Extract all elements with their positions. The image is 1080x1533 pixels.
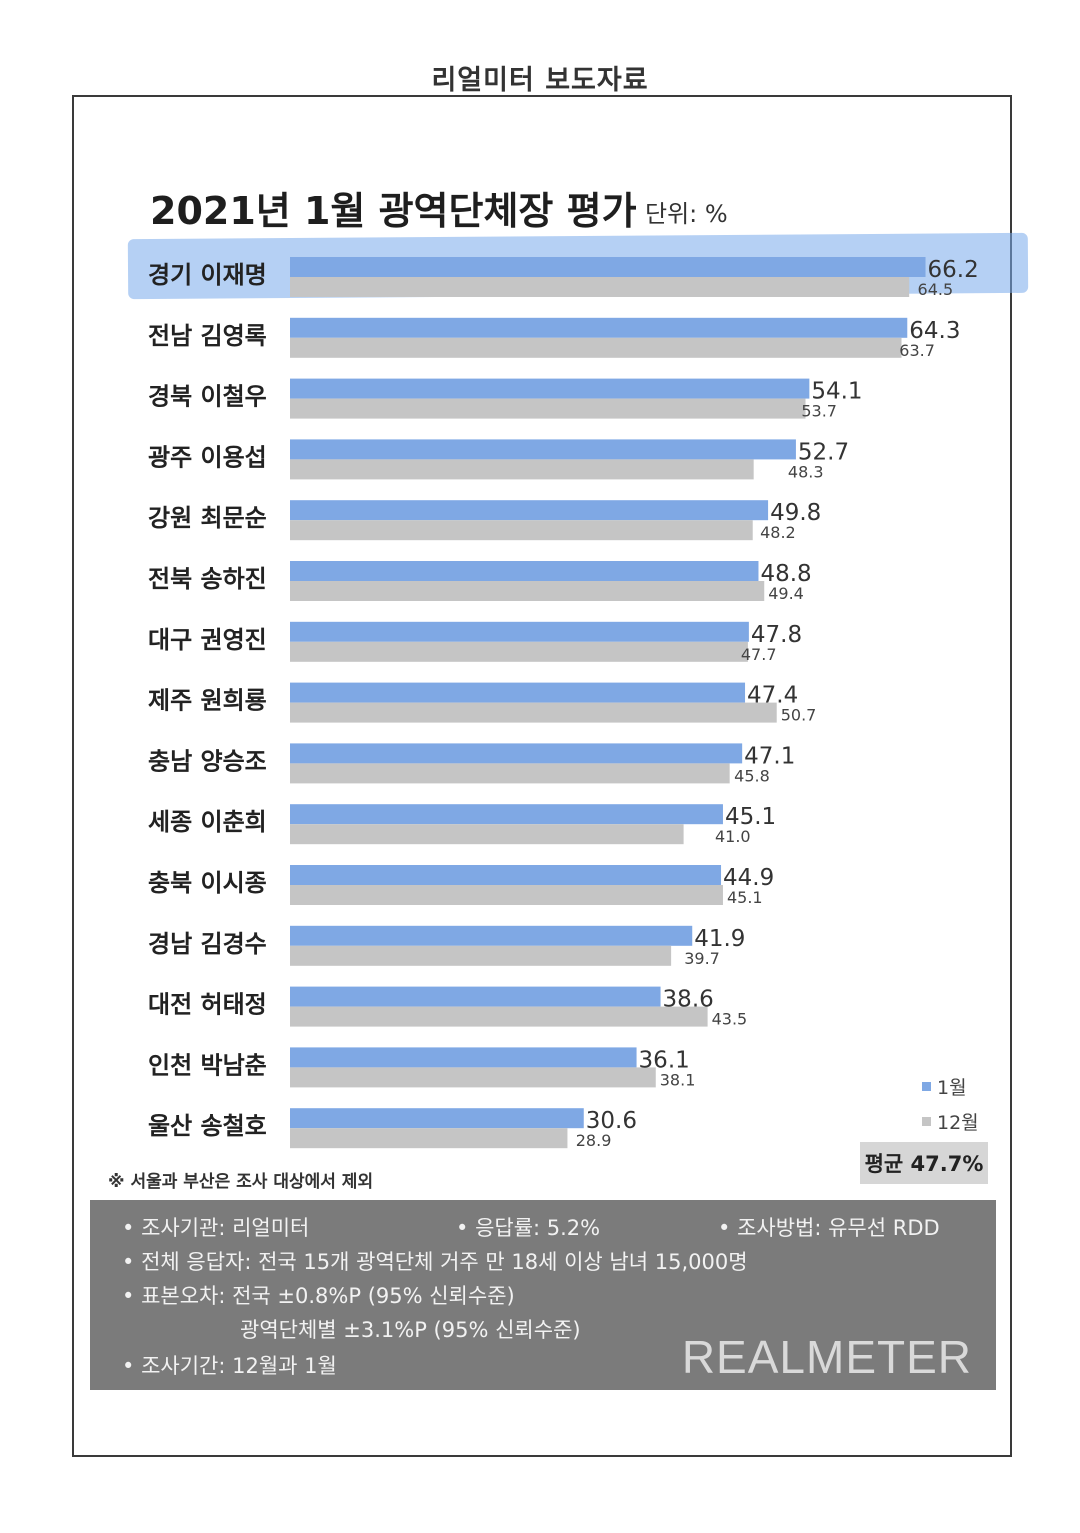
value-label-jan: 47.4 <box>747 683 798 709</box>
category-label: 대구 권영진 <box>148 626 267 654</box>
value-label-dec: 63.7 <box>899 341 935 360</box>
survey-period: 조사기간: 12월과 1월 <box>122 1350 337 1380</box>
value-label-jan: 52.7 <box>798 439 849 465</box>
bar-dec <box>290 277 910 297</box>
legend-item-dec: 12월 <box>922 1108 979 1135</box>
value-label-jan: 44.9 <box>723 865 774 891</box>
value-label-dec: 48.2 <box>760 523 796 542</box>
value-label-jan: 41.9 <box>694 926 745 952</box>
bar-jan <box>290 743 743 764</box>
category-label: 충북 이시종 <box>148 869 267 897</box>
bar-jan <box>290 1108 584 1129</box>
bar-dec <box>290 763 730 784</box>
bar-jan <box>290 925 693 946</box>
legend-swatch-jan <box>922 1082 931 1091</box>
bar-dec <box>290 398 806 419</box>
bar-jan <box>290 804 723 825</box>
value-label-jan: 45.1 <box>725 804 776 830</box>
value-label-jan: 64.3 <box>909 318 960 344</box>
chart-title: 2021년 1월 광역단체장 평가 <box>150 189 637 233</box>
value-label-jan: 47.8 <box>751 622 802 648</box>
total-respondents: 전체 응답자: 전국 15개 광역단체 거주 만 18세 이상 남녀 15,00… <box>122 1246 747 1276</box>
bar-jan <box>290 317 908 338</box>
value-label-dec: 53.7 <box>801 402 837 421</box>
value-label-dec: 43.5 <box>712 1010 748 1029</box>
legend-item-jan: 1월 <box>922 1073 979 1100</box>
bar-dec <box>290 824 684 845</box>
value-label-dec: 45.1 <box>727 888 763 907</box>
value-label-dec: 41.0 <box>715 827 751 846</box>
value-label-jan: 54.1 <box>811 379 862 405</box>
category-label: 경북 이철우 <box>148 383 267 411</box>
document-header: 리얼미터 보도자료 <box>431 65 649 96</box>
value-label-jan: 47.1 <box>744 743 795 769</box>
category-label: 강원 최문순 <box>148 504 267 532</box>
bar-dec <box>290 581 765 601</box>
bar-dec <box>290 459 754 480</box>
value-label-jan: 48.8 <box>760 561 811 587</box>
realmeter-logo: REALMETER <box>681 1331 972 1383</box>
bar-dec <box>290 520 753 541</box>
category-label: 세종 이춘희 <box>148 808 267 836</box>
bar-dec <box>290 945 672 966</box>
sampling-error-regional: 광역단체별 ±3.1%P (95% 신뢰수준) <box>240 1318 581 1342</box>
bar-jan <box>290 561 759 581</box>
category-label: 대전 허태정 <box>148 991 267 1019</box>
legend-label-jan: 1월 <box>937 1077 967 1099</box>
survey-method: 조사방법: 유무선 RDD <box>718 1212 940 1242</box>
chart-frame <box>72 95 1012 1457</box>
bar-jan <box>290 986 661 1007</box>
value-label-dec: 49.4 <box>768 584 804 603</box>
bar-jan <box>290 621 749 642</box>
bar-jan <box>290 378 810 399</box>
bar-jan <box>290 1047 637 1068</box>
survey-info-panel: 조사기관: 리얼미터 응답률: 5.2% 조사방법: 유무선 RDD 전체 응답… <box>90 1200 996 1390</box>
value-label-jan: 49.8 <box>770 500 821 526</box>
bar-jan <box>290 257 926 277</box>
bar-jan <box>290 865 722 885</box>
legend-label-dec: 12월 <box>937 1112 979 1134</box>
value-label-dec: 64.5 <box>918 280 954 299</box>
survey-agency: 조사기관: 리얼미터 <box>122 1212 309 1242</box>
average-badge: 평균 47.7% <box>860 1142 988 1184</box>
value-label-jan: 30.6 <box>586 1108 637 1134</box>
category-label: 경기 이재명 <box>148 261 267 289</box>
value-label-jan: 38.6 <box>663 987 714 1013</box>
legend: 1월 12월 <box>922 1073 979 1143</box>
exclusion-note: ※ 서울과 부산은 조사 대상에서 제외 <box>108 1172 374 1192</box>
bar-dec <box>290 702 777 723</box>
bar-jan <box>290 682 746 703</box>
bar-dec <box>290 337 902 358</box>
bar-dec <box>290 641 748 662</box>
value-label-dec: 48.3 <box>788 462 824 481</box>
value-label-dec: 38.1 <box>660 1070 696 1089</box>
value-label-dec: 45.8 <box>734 766 770 785</box>
value-label-jan: 66.2 <box>928 257 979 283</box>
category-label: 경남 김경수 <box>148 930 267 958</box>
category-label: 울산 송철호 <box>148 1112 267 1140</box>
category-label: 전북 송하진 <box>148 565 267 593</box>
category-label: 충남 양승조 <box>148 747 267 775</box>
unit-label: 단위: % <box>645 200 728 228</box>
bar-dec <box>290 1006 708 1027</box>
bar-jan <box>290 439 796 460</box>
category-label: 인천 박남춘 <box>148 1051 267 1079</box>
response-rate: 응답률: 5.2% <box>456 1212 600 1242</box>
bar-dec <box>290 1128 568 1149</box>
value-label-dec: 50.7 <box>781 706 817 725</box>
sampling-error-national: 표본오차: 전국 ±0.8%P (95% 신뢰수준) <box>122 1280 515 1310</box>
value-label-dec: 47.7 <box>741 645 777 664</box>
bar-dec <box>290 885 723 905</box>
category-label: 제주 원희룡 <box>148 687 267 715</box>
value-label-dec: 39.7 <box>684 949 720 968</box>
category-label: 전남 김영록 <box>148 322 267 350</box>
value-label-jan: 36.1 <box>639 1047 690 1073</box>
legend-swatch-dec <box>922 1117 931 1126</box>
bar-jan <box>290 500 769 521</box>
value-label-dec: 28.9 <box>576 1131 612 1150</box>
bar-dec <box>290 1067 656 1088</box>
category-label: 광주 이용섭 <box>148 443 267 471</box>
